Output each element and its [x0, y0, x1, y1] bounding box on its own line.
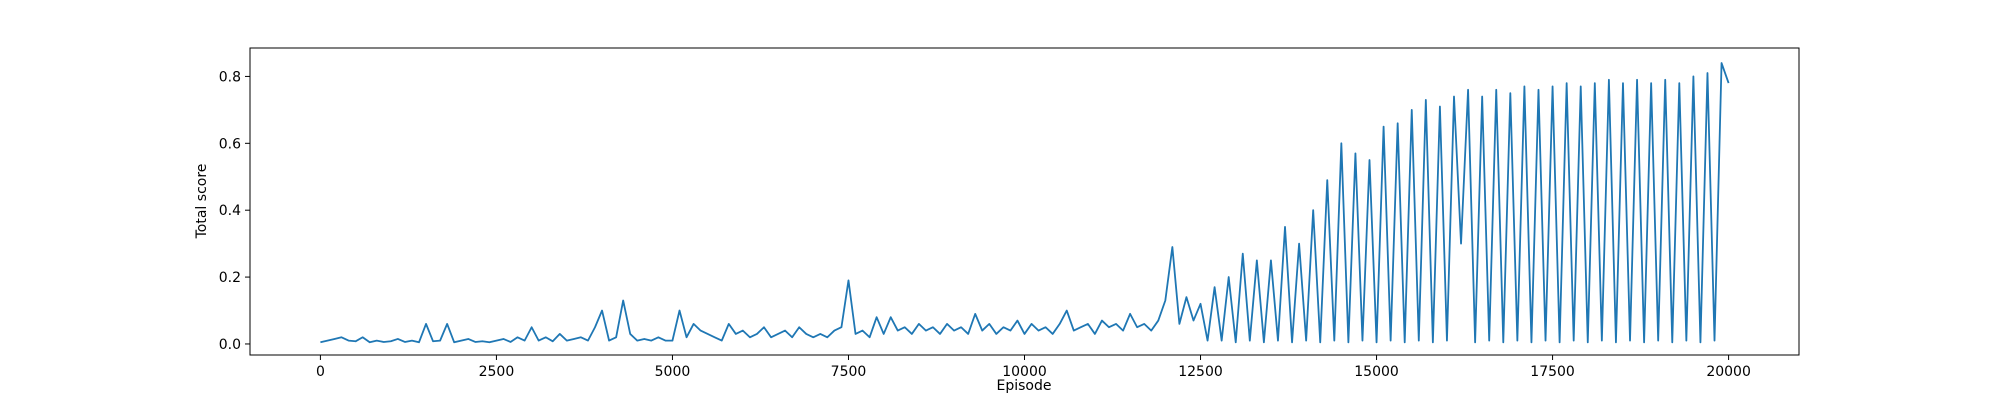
- x-tick-label: 7500: [831, 364, 867, 380]
- data-line: [320, 62, 1730, 344]
- x-axis-label: Episode: [997, 378, 1052, 394]
- y-tick-label: 0.8: [219, 69, 241, 85]
- x-tick-label: 10000: [1002, 364, 1047, 380]
- x-tick-label: 17500: [1530, 364, 1575, 380]
- x-tick-label: 2500: [479, 364, 515, 380]
- x-tick-label: 12500: [1178, 364, 1223, 380]
- x-tick-label: 15000: [1354, 364, 1399, 380]
- x-tick-label: 5000: [655, 364, 691, 380]
- x-tick-label: 0: [316, 364, 325, 380]
- y-tick-label: 0.2: [219, 270, 241, 286]
- y-axis-label: Total score: [194, 164, 210, 240]
- plot-frame: [249, 47, 1800, 356]
- y-tick-label: 0.6: [219, 136, 241, 152]
- y-tick-label: 0.0: [219, 337, 241, 353]
- x-tick-label: 20000: [1706, 364, 1751, 380]
- y-tick-label: 0.4: [219, 203, 241, 219]
